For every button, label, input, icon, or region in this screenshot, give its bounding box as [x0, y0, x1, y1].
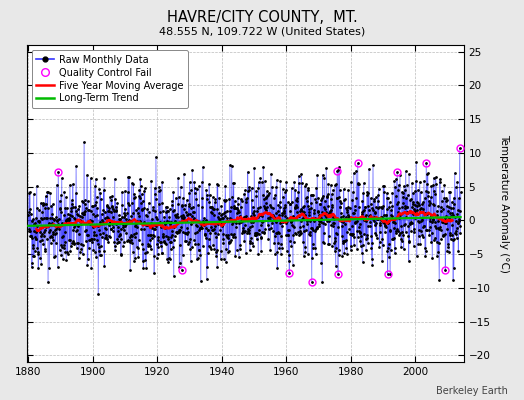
Y-axis label: Temperature Anomaly (°C): Temperature Anomaly (°C) — [499, 134, 509, 273]
Text: HAVRE/CITY COUNTY,  MT.: HAVRE/CITY COUNTY, MT. — [167, 10, 357, 25]
Text: 48.555 N, 109.722 W (United States): 48.555 N, 109.722 W (United States) — [159, 26, 365, 36]
Legend: Raw Monthly Data, Quality Control Fail, Five Year Moving Average, Long-Term Tren: Raw Monthly Data, Quality Control Fail, … — [31, 50, 188, 108]
Text: Berkeley Earth: Berkeley Earth — [436, 386, 508, 396]
